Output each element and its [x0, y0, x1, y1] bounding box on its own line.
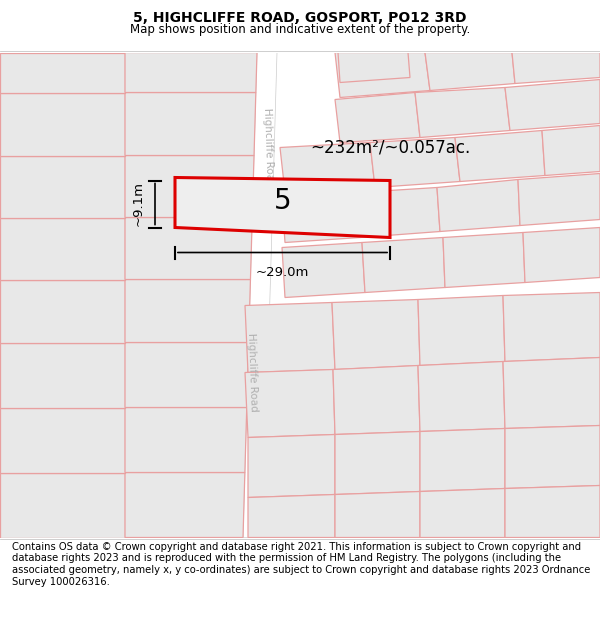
- Polygon shape: [420, 429, 505, 491]
- Text: ~9.1m: ~9.1m: [132, 181, 145, 226]
- Text: ~29.0m: ~29.0m: [256, 266, 309, 279]
- Polygon shape: [0, 92, 125, 156]
- Polygon shape: [338, 52, 410, 82]
- Polygon shape: [503, 357, 600, 429]
- Polygon shape: [512, 52, 600, 84]
- Polygon shape: [175, 177, 390, 238]
- Polygon shape: [505, 486, 600, 538]
- Polygon shape: [335, 52, 430, 98]
- Polygon shape: [518, 174, 600, 226]
- Polygon shape: [125, 408, 247, 472]
- Polygon shape: [125, 217, 252, 279]
- Polygon shape: [505, 79, 600, 131]
- Polygon shape: [335, 92, 420, 142]
- Text: Highcliffe Road: Highcliffe Road: [245, 333, 259, 412]
- Polygon shape: [125, 156, 254, 218]
- Polygon shape: [125, 472, 245, 538]
- Polygon shape: [370, 138, 460, 188]
- Polygon shape: [505, 426, 600, 489]
- Polygon shape: [245, 369, 335, 438]
- Polygon shape: [125, 92, 256, 156]
- Polygon shape: [0, 472, 125, 538]
- Polygon shape: [333, 366, 420, 434]
- Polygon shape: [420, 489, 505, 538]
- Polygon shape: [125, 342, 248, 408]
- Polygon shape: [0, 52, 125, 92]
- Polygon shape: [455, 131, 545, 181]
- Polygon shape: [0, 217, 125, 279]
- Polygon shape: [248, 434, 335, 498]
- Polygon shape: [243, 52, 277, 538]
- Polygon shape: [125, 52, 257, 92]
- Text: Contains OS data © Crown copyright and database right 2021. This information is : Contains OS data © Crown copyright and d…: [12, 542, 590, 587]
- Polygon shape: [125, 279, 250, 342]
- Text: 5: 5: [274, 187, 292, 215]
- Polygon shape: [443, 232, 525, 288]
- Text: ~232m²/~0.057ac.: ~232m²/~0.057ac.: [310, 139, 470, 156]
- Polygon shape: [248, 494, 335, 538]
- Text: Highcliffe Road: Highcliffe Road: [262, 108, 274, 187]
- Polygon shape: [418, 296, 505, 366]
- Polygon shape: [437, 179, 520, 231]
- Polygon shape: [358, 188, 440, 238]
- Polygon shape: [523, 228, 600, 282]
- Polygon shape: [280, 142, 375, 192]
- Text: 5, HIGHCLIFFE ROAD, GOSPORT, PO12 3RD: 5, HIGHCLIFFE ROAD, GOSPORT, PO12 3RD: [133, 11, 467, 25]
- Polygon shape: [332, 299, 420, 369]
- Polygon shape: [425, 52, 515, 91]
- Polygon shape: [245, 302, 335, 372]
- Polygon shape: [282, 192, 360, 242]
- Polygon shape: [503, 292, 600, 361]
- Polygon shape: [0, 156, 125, 218]
- Polygon shape: [335, 431, 420, 494]
- Polygon shape: [0, 279, 125, 342]
- Text: Map shows position and indicative extent of the property.: Map shows position and indicative extent…: [130, 23, 470, 36]
- Polygon shape: [335, 491, 420, 538]
- Polygon shape: [0, 342, 125, 408]
- Polygon shape: [362, 238, 445, 292]
- Polygon shape: [282, 242, 365, 298]
- Polygon shape: [542, 126, 600, 176]
- Polygon shape: [415, 88, 510, 138]
- Polygon shape: [0, 408, 125, 472]
- Polygon shape: [418, 361, 505, 431]
